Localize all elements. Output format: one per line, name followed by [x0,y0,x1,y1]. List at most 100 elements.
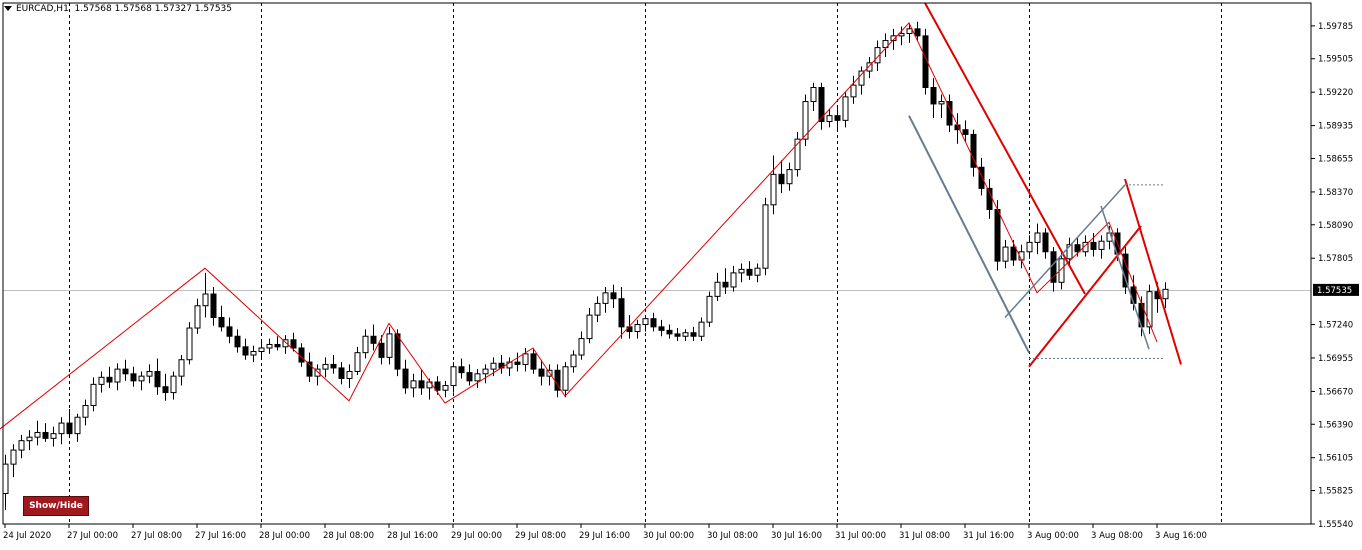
candle-body-bear [619,299,624,327]
candle [163,374,168,401]
candle-body-bull [699,322,704,336]
candle-body-bear [403,369,408,388]
price-tick-label: 1.58935 [1318,122,1353,132]
candle-body-bear [155,371,160,386]
candle-body-bull [483,369,488,374]
candle [235,329,240,352]
candle [83,400,88,426]
candle-body-bull [771,174,776,205]
candle-body-bear [67,423,72,434]
candle-body-bear [163,387,168,393]
candle [627,315,632,338]
time-tick-label: 24 Jul 2020 [3,531,51,541]
candle [451,362,456,393]
candle-body-bear [339,368,344,379]
candle [355,347,360,375]
symbol-header: EURCAD,H1 1.57568 1.57568 1.57327 1.5753… [4,4,232,14]
show-hide-button[interactable]: Show/Hide [23,496,89,516]
candle-body-bull [99,377,104,384]
candle-body-bear [131,374,136,381]
candle-body-bear [227,327,232,336]
zigzag-indicator [0,23,1157,431]
candle-body-bear [963,130,968,135]
symbol-label: EURCAD,H1 [16,4,69,14]
candle [763,198,768,275]
candle [1027,235,1032,258]
candle [755,264,760,283]
candle [67,409,72,437]
candle [179,355,184,386]
zigzag-line [0,23,1157,431]
candle-body-bear [371,336,376,343]
candle-body-bear [211,294,216,317]
candle-body-bear [835,116,840,121]
candle [659,320,664,336]
candle [371,325,376,351]
candle [75,414,80,442]
candle-body-bull [643,319,648,325]
candle-body-bear [123,369,128,374]
candle-body-bull [1147,292,1152,327]
candle [131,367,136,387]
candle [779,160,784,193]
candle [787,163,792,191]
candle [859,66,864,94]
candle [59,417,64,444]
candle [123,360,128,381]
candle-body-bull [11,450,16,464]
candle [971,130,976,177]
time-tick-label: 3 Aug 00:00 [1027,531,1079,541]
candle-body-bull [171,376,176,392]
candle-body-bull [411,381,416,388]
menu-triangle-icon[interactable] [4,6,12,11]
candle-body-bull [355,353,360,372]
candle-body-bull [843,97,848,120]
price-tick-label: 1.58090 [1318,221,1353,231]
candle [91,377,96,411]
candle [443,381,448,397]
candle [1123,247,1128,294]
candle [11,444,16,477]
candle-body-bear [611,293,616,299]
candle-body-bull [827,116,832,122]
candle-body-bull [563,367,568,390]
candle-body-bull [491,363,496,369]
candle [171,371,176,399]
current-price-label: 1.57535 [1317,286,1352,296]
candle-body-bear [531,354,536,369]
candle [987,179,992,219]
candle-body-bear [779,174,784,183]
candle-body-bull [595,303,600,315]
candle [411,374,416,397]
candle-body-bear [467,373,472,381]
candle [1051,247,1056,292]
price-tick-label: 1.59785 [1318,22,1353,32]
candle-body-bear [275,344,280,346]
candle [715,273,720,301]
candle [211,287,216,326]
price-tick-label: 1.58655 [1318,154,1353,164]
candle [819,83,824,130]
candle-body-bear [659,327,664,331]
candle [339,362,344,384]
candle [251,346,256,362]
candle-body-bear [243,347,248,355]
candle [851,76,856,104]
candle-body-bull [451,367,456,386]
candle [147,364,152,383]
candle-body-bull [443,386,448,391]
candle-body-bull [83,405,88,417]
candle-body-bull [715,282,720,296]
candle [699,317,704,340]
candle [27,430,32,450]
candle-body-bull [787,170,792,184]
candle [483,364,488,383]
time-tick-label: 31 Jul 08:00 [899,531,950,541]
candle [667,325,672,339]
candle [43,423,48,442]
candle-body-bull [139,376,144,381]
candle [155,359,160,395]
